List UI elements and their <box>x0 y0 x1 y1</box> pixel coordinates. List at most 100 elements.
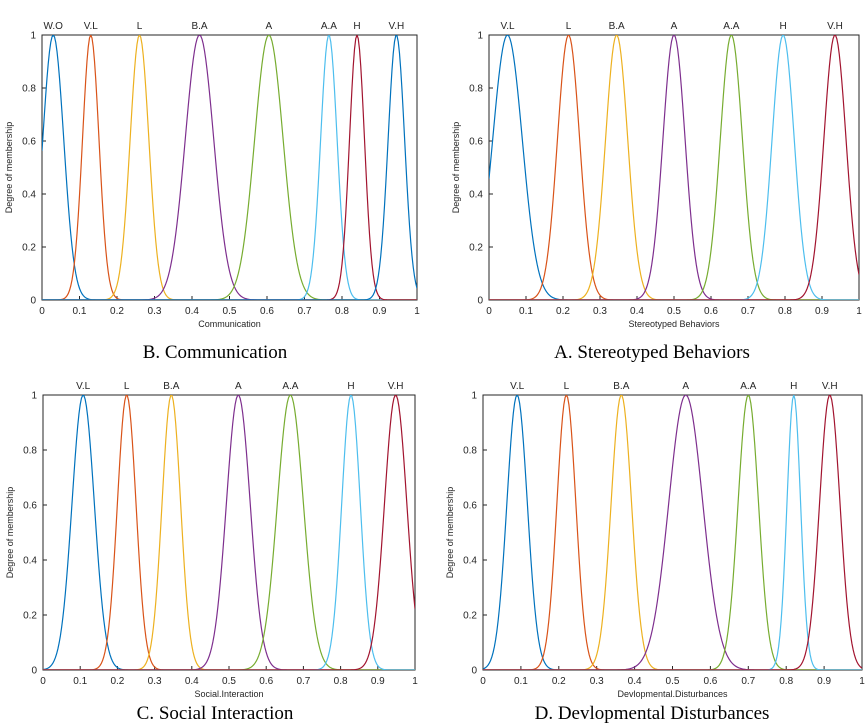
series-curve-a-a <box>42 35 417 300</box>
series-curve-v-h <box>43 395 415 670</box>
series-curve-h <box>42 35 417 300</box>
series-label: B.A <box>609 21 625 32</box>
x-tick-label: 0 <box>40 676 46 687</box>
series-curve-b-a <box>489 35 859 300</box>
x-tick-label: 0.2 <box>552 676 566 687</box>
x-tick-label: 0.9 <box>815 306 829 317</box>
series-label: V.H <box>822 381 838 392</box>
x-tick-label: 0.5 <box>667 306 681 317</box>
x-tick-label: 0.3 <box>593 306 607 317</box>
series-curve-a-a <box>489 35 859 300</box>
chart-panel-developmental-disturbances: 0 0.1 0.2 0.3 0.4 0.5 0.6 0.7 0.8 0.9 1 0 0.2 0.4 0.6 0… <box>437 365 867 728</box>
x-tick-label: 0 <box>486 306 492 317</box>
y-tick-label: 0.6 <box>463 501 477 512</box>
chart-caption: B. Communication <box>142 342 288 363</box>
x-axis-label: Social.Interaction <box>194 689 263 699</box>
y-tick-label: 0.4 <box>22 190 36 201</box>
chart-panel-social-interaction: 0 0.1 0.2 0.3 0.4 0.5 0.6 0.7 0.8 0.9 1 0 0.2 0.4 0.6 0… <box>0 365 430 728</box>
series-curve-a-a <box>483 395 862 670</box>
y-tick-label: 1 <box>31 391 37 402</box>
series-label: B.A <box>163 381 179 392</box>
y-tick-label: 0.2 <box>463 611 477 622</box>
x-tick-label: 0.3 <box>148 676 162 687</box>
series-label: A <box>682 381 689 392</box>
y-tick-label: 1 <box>471 391 477 402</box>
x-axis-label: Communication <box>198 319 261 329</box>
y-tick-label: 0.4 <box>23 556 37 567</box>
series-curve-b-a <box>42 35 417 300</box>
series-curve-v-h <box>483 395 862 670</box>
chart-panel-communication: 0 0.1 0.2 0.3 0.4 0.5 0.6 0.7 0.8 0.9 1 0 0.2 0.4 0.6 0… <box>0 0 430 368</box>
y-tick-label: 0.2 <box>22 243 36 254</box>
series-label: A.A <box>321 21 337 32</box>
series-curve-a <box>43 395 415 670</box>
x-axis-label: Devlopmental.Disturbances <box>617 689 728 699</box>
series-label: A <box>266 21 273 32</box>
chart-caption: A. Stereotyped Behaviors <box>554 342 750 363</box>
social-interaction-chart: 0 0.1 0.2 0.3 0.4 0.5 0.6 0.7 0.8 0.9 1 0 0.2 0.4 0.6 0… <box>5 381 418 699</box>
developmental-disturbances-chart: 0 0.1 0.2 0.3 0.4 0.5 0.6 0.7 0.8 0.9 1 0 0.2 0.4 0.6 0… <box>445 381 865 699</box>
y-tick-label: 0.2 <box>469 243 483 254</box>
y-tick-label: 1 <box>30 31 36 42</box>
x-tick-label: 1 <box>856 306 862 317</box>
x-tick-label: 0.1 <box>73 306 87 317</box>
y-axis-label: Degree of membership <box>445 487 455 579</box>
y-tick-label: 0.4 <box>463 556 477 567</box>
plot-frame <box>42 394 416 671</box>
y-tick-label: 0 <box>31 666 37 677</box>
series-curve-v-l <box>489 35 859 300</box>
series-curve-l <box>483 395 862 670</box>
y-axis-label: Degree of membership <box>5 487 15 579</box>
x-tick-label: 0.1 <box>514 676 528 687</box>
x-tick-label: 1 <box>412 676 418 687</box>
x-tick-label: 0.7 <box>296 676 310 687</box>
series-label: V.H <box>827 21 843 32</box>
x-tick-label: 0.8 <box>335 306 349 317</box>
plot-frame <box>482 394 863 671</box>
series-curve-a <box>489 35 859 300</box>
x-tick-label: 0.9 <box>371 676 385 687</box>
chart-caption: D. Devlopmental Disturbances <box>534 703 770 724</box>
chart-panel-stereotyped-behaviors: 0 0.1 0.2 0.3 0.4 0.5 0.6 0.7 0.8 0.9 1 0 0.2 0.4 0.6 0… <box>437 0 867 368</box>
x-axis-label: Stereotyped Behaviors <box>628 319 720 329</box>
y-tick-label: 1 <box>477 31 483 42</box>
x-tick-label: 0.5 <box>222 676 236 687</box>
y-tick-label: 0.4 <box>469 190 483 201</box>
series-label: L <box>137 21 143 32</box>
series-curve-h <box>43 395 415 670</box>
series-curve-a <box>42 35 417 300</box>
chart-caption: C. Social Interaction <box>136 703 294 724</box>
y-tick-label: 0.8 <box>23 446 37 457</box>
x-tick-label: 0.4 <box>185 676 199 687</box>
plot-frame <box>488 34 860 301</box>
series-label: H <box>780 21 787 32</box>
series-label: L <box>564 381 570 392</box>
series-curve-h <box>489 35 859 300</box>
x-tick-label: 0.9 <box>373 306 387 317</box>
series-label: A.A <box>740 381 756 392</box>
series-label: H <box>790 381 797 392</box>
series-label: V.H <box>388 381 404 392</box>
series-label: A <box>671 21 678 32</box>
x-tick-label: 1 <box>414 306 420 317</box>
x-tick-label: 0.2 <box>110 306 124 317</box>
x-tick-label: 0.2 <box>556 306 570 317</box>
x-tick-label: 0.4 <box>628 676 642 687</box>
y-tick-label: 0.6 <box>22 137 36 148</box>
y-tick-label: 0.8 <box>22 84 36 95</box>
y-tick-label: 0.8 <box>463 446 477 457</box>
x-tick-label: 0 <box>39 306 45 317</box>
series-curve-v-l <box>42 35 417 300</box>
x-tick-label: 0.5 <box>666 676 680 687</box>
series-label: H <box>353 21 360 32</box>
stereotyped-behaviors-chart: 0 0.1 0.2 0.3 0.4 0.5 0.6 0.7 0.8 0.9 1 0 0.2 0.4 0.6 0… <box>451 21 862 329</box>
series-label: L <box>124 381 130 392</box>
series-curve-v-l <box>43 395 415 670</box>
communication-chart: 0 0.1 0.2 0.3 0.4 0.5 0.6 0.7 0.8 0.9 1 0 0.2 0.4 0.6 0… <box>4 21 420 329</box>
x-tick-label: 0.8 <box>779 676 793 687</box>
series-label: V.L <box>84 21 99 32</box>
x-tick-label: 0.9 <box>817 676 831 687</box>
x-tick-label: 0.8 <box>334 676 348 687</box>
x-tick-label: 0.7 <box>298 306 312 317</box>
series-label: V.L <box>500 21 515 32</box>
